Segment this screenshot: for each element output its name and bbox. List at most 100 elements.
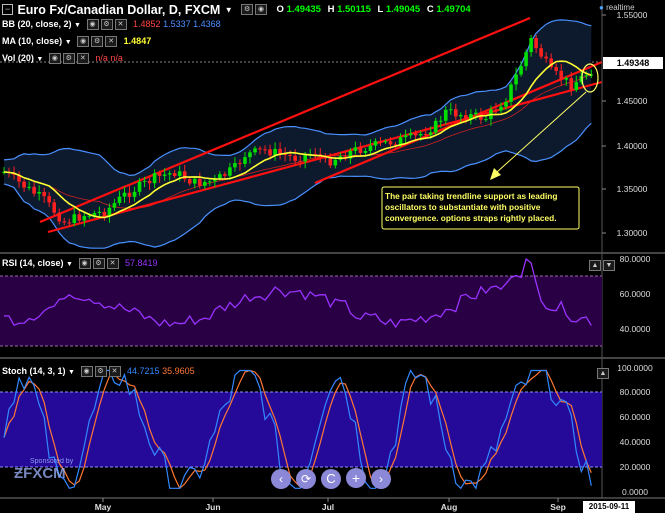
candle xyxy=(162,168,167,181)
candle xyxy=(172,169,177,179)
visibility-icon[interactable]: ◉ xyxy=(86,19,99,31)
settings-icon[interactable]: ⚙ xyxy=(100,19,113,31)
support-trendline xyxy=(314,60,603,185)
candle xyxy=(243,151,247,168)
ma-label[interactable]: MA (10, close) xyxy=(2,36,63,46)
rsi-pane-controls: ▲ ▼ xyxy=(589,257,617,275)
chevron-down-icon[interactable]: ▼ xyxy=(68,369,75,376)
stoch-tick-label: 60.0000 xyxy=(620,412,651,422)
pane-up-icon[interactable]: ▲ xyxy=(597,368,609,380)
price-axis-area xyxy=(602,0,665,252)
stoch-legend: Stoch (14, 3, 1) ▼ ◉ ⚙ ✕ 44.7215 35.9605 xyxy=(2,366,195,378)
candle xyxy=(298,155,302,168)
vol-label[interactable]: Vol (20) xyxy=(2,53,34,63)
time-tick-label: May xyxy=(95,502,112,512)
settings-icon[interactable]: ⚙ xyxy=(92,258,105,270)
bb-label[interactable]: BB (20, close, 2) xyxy=(2,19,72,29)
realtime-indicator: ● realtime xyxy=(599,3,635,12)
candle xyxy=(469,109,473,125)
candle xyxy=(353,141,358,155)
bb-basis-line xyxy=(3,74,592,209)
fxcm-mark-icon: Ƶ xyxy=(14,465,24,482)
realtime-dot-icon: ● xyxy=(599,3,604,12)
candle xyxy=(283,147,287,162)
chevron-down-icon[interactable]: ▼ xyxy=(66,261,73,268)
stoch-tick-label: 40.0000 xyxy=(620,437,651,447)
high-label: H xyxy=(327,4,335,16)
chevron-down-icon[interactable]: ▼ xyxy=(64,39,72,46)
candle xyxy=(569,71,574,96)
candle xyxy=(127,186,132,204)
arrow-head-icon xyxy=(490,168,501,180)
close-icon[interactable]: ✕ xyxy=(106,258,119,270)
zoom-in-icon[interactable]: + xyxy=(346,468,366,488)
candle xyxy=(293,149,297,166)
candle xyxy=(137,178,142,196)
candle xyxy=(524,49,528,71)
candle xyxy=(57,208,62,225)
candle xyxy=(448,102,453,115)
settings-icon[interactable]: ⚙ xyxy=(91,36,104,48)
time-tick-label: Jun xyxy=(205,502,220,512)
candle xyxy=(519,61,523,77)
bb-upper-value: 1.5337 xyxy=(163,19,191,29)
candle xyxy=(313,148,318,160)
prev-icon[interactable]: ‹ xyxy=(271,469,291,489)
close-icon[interactable]: ✕ xyxy=(105,36,118,48)
candle xyxy=(228,162,232,180)
visibility-icon[interactable]: ◉ xyxy=(80,366,93,378)
bb-lower-value: 1.4368 xyxy=(193,19,221,29)
rsi-label[interactable]: RSI (14, close) xyxy=(2,258,64,268)
candle xyxy=(112,198,117,212)
rsi-tick-label: 80.0000 xyxy=(620,254,651,264)
candle xyxy=(423,127,428,139)
settings-icon[interactable]: ⚙ xyxy=(62,53,75,65)
candle xyxy=(167,170,172,181)
sponsor-caption: Sponsored by xyxy=(30,458,74,465)
rsi-tick-label: 40.0000 xyxy=(620,324,651,334)
candle xyxy=(278,142,282,160)
pane-up-icon[interactable]: ▲ xyxy=(589,260,601,272)
reset-icon[interactable]: ⟳ xyxy=(296,469,316,489)
chevron-down-icon[interactable]: ▼ xyxy=(74,22,81,29)
settings-icon[interactable]: ⚙ xyxy=(241,4,254,16)
collapse-icon[interactable]: − xyxy=(2,4,13,16)
bb-lower-line xyxy=(3,122,592,249)
candle xyxy=(373,138,378,151)
high-value: 1.50115 xyxy=(337,4,371,16)
visibility-icon[interactable]: ◉ xyxy=(78,258,91,270)
pane-down-icon[interactable]: ▼ xyxy=(603,260,615,272)
candle xyxy=(72,207,77,227)
stoch-label[interactable]: Stoch (14, 3, 1) xyxy=(2,366,66,376)
rsi-tick-label: 60.0000 xyxy=(620,289,651,299)
candle xyxy=(203,179,207,190)
close-icon[interactable]: ✕ xyxy=(76,53,89,65)
candle xyxy=(559,64,564,87)
visibility-icon[interactable]: ◉ xyxy=(48,53,61,65)
candle xyxy=(509,82,513,106)
low-label: L xyxy=(377,4,384,16)
zoom-out-icon[interactable]: C xyxy=(321,469,341,489)
chevron-down-icon[interactable]: ▼ xyxy=(224,5,233,15)
candle xyxy=(499,102,503,113)
symbol-title[interactable]: Euro Fx/Canadian Dollar, D, FXCM xyxy=(17,2,221,17)
next-icon[interactable]: › xyxy=(371,469,391,489)
visibility-icon[interactable]: ◉ xyxy=(255,4,268,16)
chevron-down-icon[interactable]: ▼ xyxy=(36,56,44,63)
candle xyxy=(213,174,217,188)
candle xyxy=(192,176,197,189)
open-value: 1.49435 xyxy=(286,4,321,16)
candle xyxy=(273,142,277,161)
settings-icon[interactable]: ⚙ xyxy=(94,366,107,378)
time-tick-label: Sep xyxy=(550,502,566,512)
analysis-annotation[interactable]: The pair taking trendline support as lea… xyxy=(385,191,558,223)
close-icon[interactable]: ✕ xyxy=(108,366,121,378)
candle xyxy=(539,43,543,60)
upper-channel-line xyxy=(39,16,531,224)
candle xyxy=(328,153,333,169)
visibility-icon[interactable]: ◉ xyxy=(77,36,90,48)
close-icon[interactable]: ✕ xyxy=(114,19,127,31)
ma-line xyxy=(3,60,592,219)
open-label: O xyxy=(276,4,284,16)
stoch-d-value: 35.9605 xyxy=(162,366,195,376)
